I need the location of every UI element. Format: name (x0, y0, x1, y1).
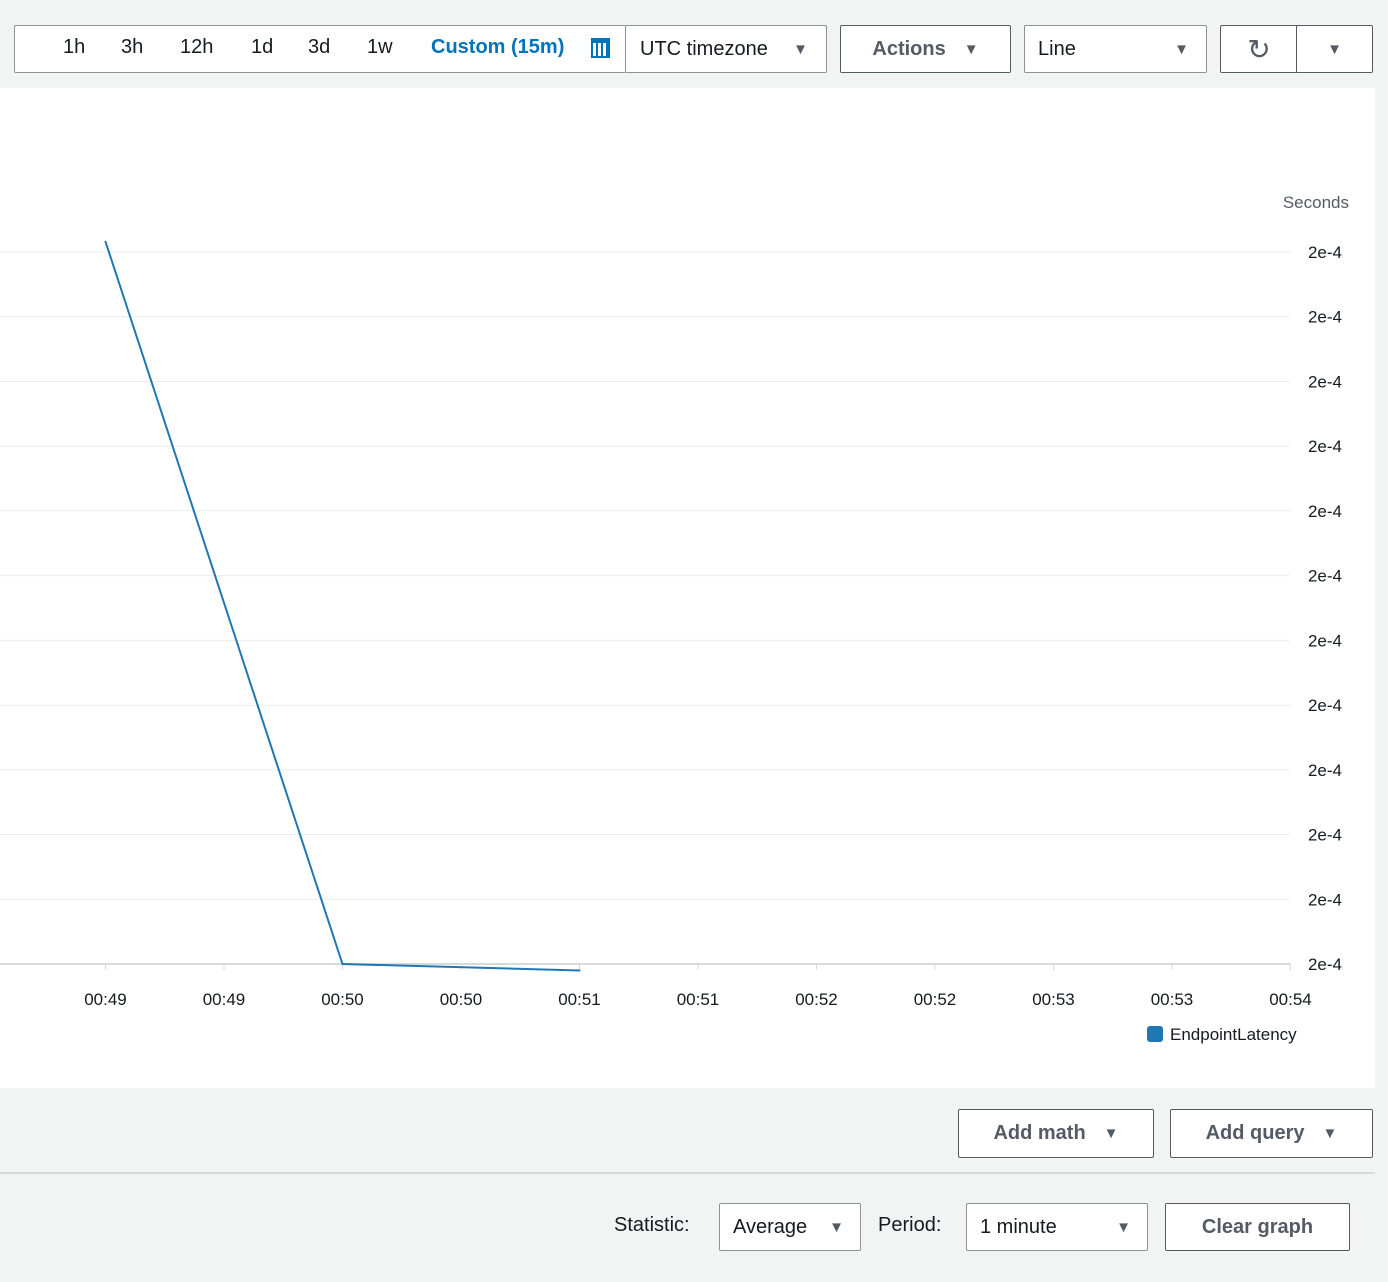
time-range-selector (14, 25, 626, 73)
add-math-label: Add math (993, 1122, 1086, 1144)
y-axis-label: Seconds (1283, 193, 1349, 212)
timezone-select[interactable]: UTC timezone ▼ (625, 25, 827, 73)
y-tick-label: 2e-4 (1308, 437, 1342, 456)
legend-label[interactable]: EndpointLatency (1170, 1025, 1297, 1044)
range-3h[interactable]: 3h (121, 36, 144, 58)
range-custom[interactable]: Custom (15m) (431, 36, 565, 58)
x-tick-label: 00:51 (677, 990, 720, 1009)
statistic-label: Statistic: (614, 1214, 690, 1236)
add-query-label: Add query (1205, 1122, 1305, 1144)
refresh-button[interactable]: ↻ (1220, 25, 1298, 73)
x-tick-label: 00:49 (203, 990, 246, 1009)
data-point (104, 240, 107, 243)
line-chart: Seconds 2e-4 2e-4 2e-4 2e-4 2e-4 2e-4 2e-4 2e-4… (0, 193, 1349, 1044)
range-1d[interactable]: 1d (251, 36, 274, 58)
caret-down-icon: ▼ (963, 40, 979, 58)
caret-down-icon: ▼ (793, 40, 808, 58)
x-tick-label: 00:52 (914, 990, 957, 1009)
y-tick-label: 2e-4 (1308, 631, 1342, 650)
caret-down-icon: ▼ (1116, 1218, 1131, 1236)
period-select[interactable]: 1 minute ▼ (966, 1203, 1148, 1251)
y-tick-label: 2e-4 (1308, 955, 1342, 974)
period-value: 1 minute (980, 1215, 1057, 1238)
clear-graph-button[interactable]: Clear graph (1165, 1203, 1350, 1251)
y-tick-label: 2e-4 (1308, 567, 1342, 586)
y-tick-label: 2e-4 (1308, 696, 1342, 715)
add-query-button[interactable]: Add query ▼ (1170, 1109, 1373, 1158)
actions-label: Actions (872, 37, 946, 60)
range-1h[interactable]: 1h (63, 36, 86, 58)
range-12h[interactable]: 12h (180, 36, 214, 58)
statistic-select[interactable]: Average ▼ (719, 1203, 861, 1251)
graph-panel: Seconds 2e-4 2e-4 2e-4 2e-4 2e-4 2e-4 2e-4 2e-4… (0, 88, 1375, 1088)
data-point (578, 969, 581, 972)
y-tick-label: 2e-4 (1308, 761, 1342, 780)
divider (0, 1172, 1375, 1174)
refresh-icon: ↻ (1247, 33, 1271, 65)
series-line (104, 241, 580, 972)
x-tick-label: 00:53 (1032, 990, 1075, 1009)
calendar-icon[interactable] (591, 38, 610, 58)
y-tick-label: 2e-4 (1308, 372, 1342, 391)
refresh-options-button[interactable]: ▼ (1296, 25, 1373, 73)
x-tick-label: 00:49 (84, 990, 127, 1009)
actions-button[interactable]: Actions ▼ (840, 25, 1011, 73)
y-tick-label: 2e-4 (1308, 243, 1342, 262)
x-tick-label: 00:50 (440, 990, 483, 1009)
graph-type-select[interactable]: Line ▼ (1024, 25, 1207, 73)
range-1w[interactable]: 1w (367, 36, 393, 58)
clear-graph-label: Clear graph (1201, 1215, 1314, 1238)
x-tick-label: 00:53 (1151, 990, 1194, 1009)
x-tick-label: 00:52 (795, 990, 838, 1009)
timezone-value: UTC timezone (640, 37, 768, 60)
period-label: Period: (878, 1214, 942, 1236)
y-tick-label: 2e-4 (1308, 502, 1342, 521)
add-math-button[interactable]: Add math ▼ (958, 1109, 1154, 1158)
data-point (341, 963, 344, 965)
y-tick-label: 2e-4 (1308, 890, 1342, 909)
statistic-value: Average (733, 1215, 808, 1238)
caret-down-icon: ▼ (1103, 1125, 1119, 1142)
x-tick-label: 00:50 (321, 990, 364, 1009)
caret-down-icon: ▼ (1174, 40, 1189, 58)
legend-swatch (1147, 1026, 1163, 1042)
caret-down-icon: ▼ (829, 1218, 844, 1236)
x-tick-label: 00:54 (1269, 990, 1312, 1009)
caret-down-icon: ▼ (1322, 1125, 1338, 1142)
graph-type-value: Line (1038, 37, 1076, 60)
y-tick-label: 2e-4 (1308, 308, 1342, 327)
x-tick-label: 00:51 (558, 990, 601, 1009)
y-tick-label: 2e-4 (1308, 826, 1342, 845)
caret-down-icon: ▼ (1327, 40, 1342, 58)
range-3d[interactable]: 3d (308, 36, 331, 58)
